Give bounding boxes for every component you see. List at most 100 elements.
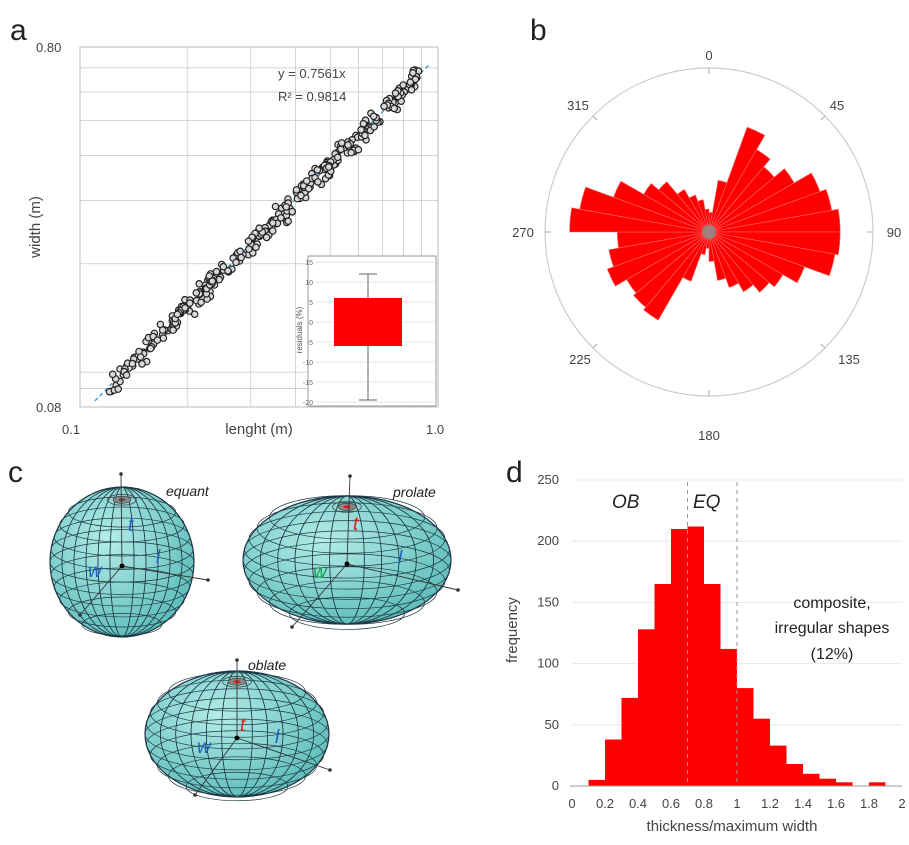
scatter-point bbox=[122, 371, 131, 379]
latitude-line bbox=[185, 771, 289, 802]
angle-label-180: 180 bbox=[698, 428, 720, 443]
scatter-point bbox=[357, 126, 365, 134]
inset-tick-label: -10 bbox=[303, 360, 313, 367]
latitude-line bbox=[67, 596, 177, 628]
scatter-point bbox=[337, 145, 345, 154]
scatter-point bbox=[192, 289, 201, 297]
scatter-point bbox=[268, 219, 277, 227]
histogram-x-axis-label: thickness/maximum width bbox=[647, 818, 818, 835]
scatter-point bbox=[271, 202, 280, 211]
rose-petal bbox=[579, 186, 710, 233]
y-tick-label: 150 bbox=[537, 594, 559, 609]
angle-label-90: 90 bbox=[887, 225, 901, 240]
scatter-point bbox=[173, 310, 182, 319]
panel-label-c: c bbox=[8, 456, 23, 489]
rose-petal bbox=[708, 231, 770, 293]
scatter-point bbox=[391, 89, 400, 98]
axis-arrowhead bbox=[456, 588, 460, 592]
residuals-inset: 15 10 5 0 -5 -10 -15 -20 residuals (%) bbox=[295, 255, 437, 407]
scatter-point bbox=[146, 344, 155, 353]
scatter-point bbox=[138, 360, 146, 368]
x-tick-label: 1.6 bbox=[827, 796, 845, 811]
y-tick-label: 100 bbox=[537, 656, 559, 671]
rose-petal bbox=[658, 181, 710, 233]
scatter-point bbox=[128, 359, 137, 368]
fit-r2: R² = 0.9814 bbox=[278, 89, 346, 104]
axis-line bbox=[194, 737, 238, 796]
rose-petals bbox=[569, 126, 841, 321]
scatter-point bbox=[282, 203, 291, 211]
scatter-point bbox=[236, 247, 245, 256]
inset-box bbox=[334, 298, 402, 346]
cap-dot bbox=[343, 505, 351, 509]
rose-petal bbox=[633, 231, 710, 308]
histogram-x-ticks: 0 0.2 0.4 0.6 0.8 1 1.2 1.4 1.6 1.8 2 bbox=[568, 796, 905, 811]
scatter-point bbox=[252, 243, 260, 252]
rose-petal bbox=[708, 231, 739, 288]
histogram-y-axis-label: frequency bbox=[504, 597, 521, 663]
x-tick-label: 1 bbox=[733, 796, 740, 811]
oblate-t-label: t bbox=[240, 715, 246, 736]
scatter-point bbox=[297, 191, 305, 200]
axis-line bbox=[121, 565, 209, 581]
latitude-line bbox=[81, 613, 163, 636]
prolate-w-label: w bbox=[313, 562, 328, 583]
scatter-point bbox=[344, 141, 352, 149]
scatter-point bbox=[136, 353, 145, 361]
rose-center bbox=[702, 225, 716, 239]
axis-line bbox=[236, 737, 331, 771]
scatter-point bbox=[232, 258, 240, 267]
scatter-point bbox=[277, 214, 285, 222]
oblate-ellipsoid bbox=[144, 658, 332, 802]
rose-petal bbox=[606, 231, 710, 287]
rose-petal bbox=[708, 231, 784, 288]
equant-ellipsoid bbox=[49, 472, 210, 638]
inset-tick-label: 15 bbox=[305, 260, 313, 267]
equant-w-label: w bbox=[88, 561, 103, 582]
cap-ring bbox=[332, 501, 362, 513]
rose-petal bbox=[708, 231, 715, 262]
scatter-point bbox=[337, 139, 346, 147]
axis-arrowhead bbox=[290, 625, 294, 629]
x-tick-label: 0 bbox=[568, 796, 575, 811]
latitude-line bbox=[242, 530, 452, 590]
angle-label-315: 315 bbox=[567, 98, 589, 113]
rose-petal bbox=[688, 194, 710, 233]
scatter-point bbox=[224, 266, 232, 275]
scatter-point bbox=[390, 104, 399, 113]
x-tick-left: 0.1 bbox=[62, 422, 80, 437]
panel-label-b: b bbox=[530, 14, 547, 47]
scatter-point bbox=[380, 102, 388, 111]
histogram-bar bbox=[588, 779, 605, 786]
cap-ring bbox=[107, 493, 137, 506]
scatter-point bbox=[354, 145, 363, 154]
latitude-line bbox=[244, 520, 450, 579]
histogram-bar bbox=[671, 529, 688, 786]
rose-petal bbox=[708, 149, 771, 233]
x-tick-label: 0.6 bbox=[662, 796, 680, 811]
scatter-point bbox=[370, 123, 378, 131]
annotation-line-1: composite, bbox=[793, 595, 870, 612]
axis-line bbox=[346, 563, 459, 591]
annotation-line-2: irregular shapes bbox=[775, 620, 890, 637]
histogram-bar bbox=[737, 688, 754, 786]
scatter-point bbox=[181, 303, 189, 312]
rose-petal bbox=[643, 183, 710, 233]
prolate-t-label: t bbox=[353, 514, 359, 535]
histogram-bar bbox=[770, 745, 787, 786]
scatter-point bbox=[255, 224, 264, 233]
scatter-point bbox=[169, 326, 177, 334]
axis-line bbox=[79, 565, 123, 616]
rose-petal bbox=[697, 199, 710, 233]
equant-t-label: t bbox=[128, 515, 134, 536]
scatter-point bbox=[369, 112, 378, 121]
inset-tick-label: 10 bbox=[305, 280, 313, 287]
histogram-bar bbox=[869, 782, 886, 786]
scatter-point bbox=[359, 119, 368, 128]
meridian-line bbox=[61, 486, 183, 638]
scatter-point bbox=[237, 253, 246, 262]
inset-tick-label: -5 bbox=[307, 340, 313, 347]
histogram-bar bbox=[819, 778, 836, 786]
oblate-title: oblate bbox=[248, 657, 286, 673]
histogram-bar bbox=[687, 526, 704, 786]
